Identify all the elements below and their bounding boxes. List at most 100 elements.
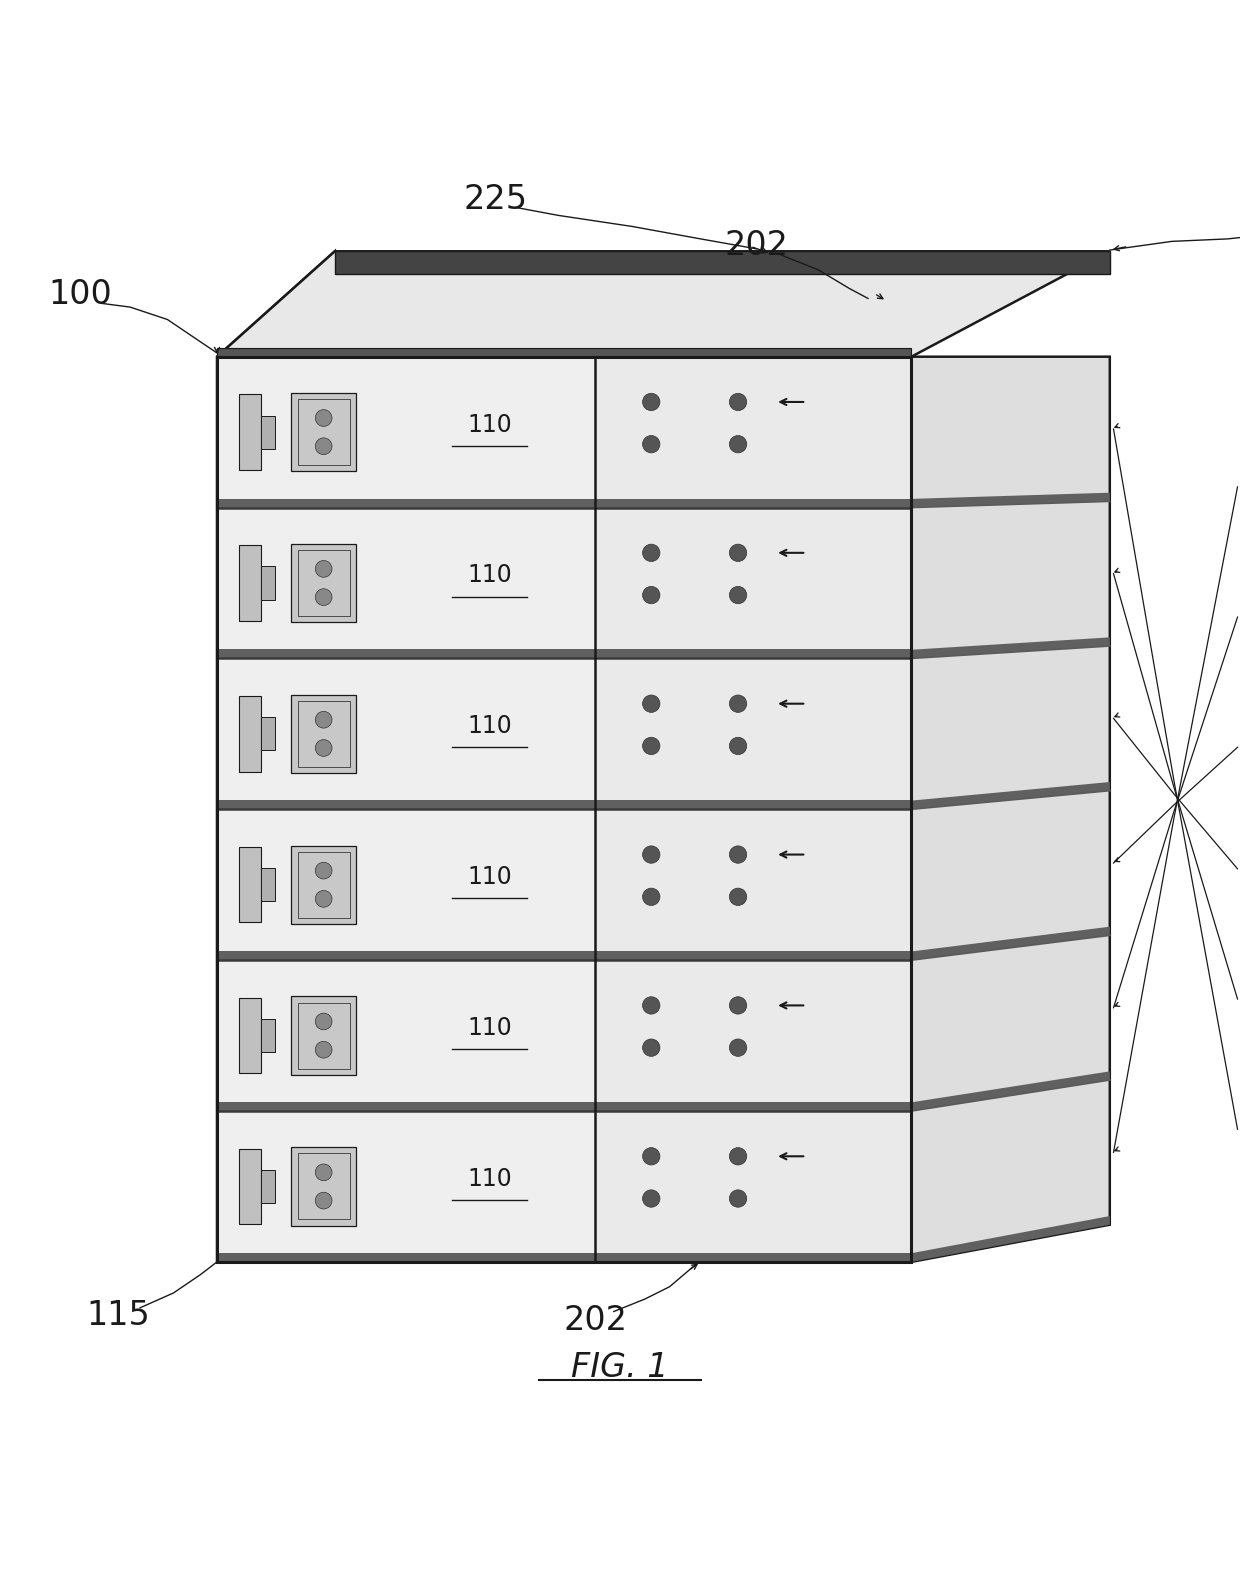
Circle shape — [642, 1147, 660, 1164]
Polygon shape — [911, 356, 1110, 1261]
Circle shape — [729, 394, 746, 411]
Polygon shape — [239, 847, 262, 923]
Circle shape — [642, 888, 660, 905]
Circle shape — [315, 410, 332, 427]
Polygon shape — [217, 659, 595, 810]
Circle shape — [315, 1164, 332, 1181]
Circle shape — [642, 436, 660, 453]
Circle shape — [729, 1189, 746, 1207]
Polygon shape — [911, 637, 1110, 659]
Polygon shape — [291, 392, 356, 471]
Circle shape — [315, 739, 332, 756]
Circle shape — [315, 1014, 332, 1029]
Polygon shape — [217, 356, 595, 507]
Circle shape — [315, 1192, 332, 1210]
Polygon shape — [911, 781, 1110, 810]
Polygon shape — [262, 416, 275, 449]
Circle shape — [315, 1042, 332, 1058]
Polygon shape — [911, 927, 1110, 960]
Circle shape — [642, 394, 660, 411]
Text: 101: 101 — [1235, 723, 1240, 772]
Circle shape — [729, 1147, 746, 1164]
Text: 101: 101 — [1235, 974, 1240, 1023]
Circle shape — [315, 560, 332, 577]
Circle shape — [729, 544, 746, 562]
Polygon shape — [217, 1111, 595, 1261]
Circle shape — [642, 1039, 660, 1056]
Polygon shape — [217, 810, 595, 960]
Polygon shape — [217, 800, 911, 810]
Polygon shape — [262, 717, 275, 750]
Circle shape — [642, 544, 660, 562]
Polygon shape — [239, 998, 262, 1073]
Circle shape — [729, 695, 746, 712]
Polygon shape — [217, 951, 911, 960]
Polygon shape — [217, 348, 911, 356]
Text: 101: 101 — [1235, 844, 1240, 893]
Text: 225: 225 — [464, 182, 528, 215]
Polygon shape — [239, 1149, 262, 1224]
Circle shape — [642, 587, 660, 604]
Polygon shape — [911, 493, 1110, 507]
Polygon shape — [239, 546, 262, 621]
Polygon shape — [335, 251, 1110, 273]
Polygon shape — [217, 960, 595, 1111]
Circle shape — [315, 438, 332, 455]
Polygon shape — [262, 566, 275, 599]
Text: 101: 101 — [1235, 593, 1240, 642]
Polygon shape — [262, 1170, 275, 1203]
Circle shape — [642, 846, 660, 863]
Polygon shape — [217, 251, 335, 1261]
Text: 202: 202 — [563, 1304, 627, 1337]
Polygon shape — [217, 507, 595, 659]
Circle shape — [729, 737, 746, 755]
Circle shape — [642, 996, 660, 1014]
Text: 110: 110 — [467, 714, 512, 739]
Text: 110: 110 — [467, 413, 512, 436]
Circle shape — [729, 996, 746, 1014]
Circle shape — [642, 737, 660, 755]
Polygon shape — [911, 1072, 1110, 1111]
Circle shape — [315, 863, 332, 879]
Polygon shape — [595, 659, 911, 810]
Polygon shape — [239, 697, 262, 772]
Text: 110: 110 — [467, 563, 512, 587]
Polygon shape — [217, 1254, 911, 1261]
Polygon shape — [291, 1147, 356, 1225]
Text: 115: 115 — [86, 1299, 150, 1332]
Polygon shape — [217, 499, 911, 507]
Polygon shape — [291, 846, 356, 924]
Circle shape — [729, 888, 746, 905]
Circle shape — [729, 436, 746, 453]
Polygon shape — [239, 394, 262, 469]
Text: 110: 110 — [467, 865, 512, 890]
Circle shape — [315, 588, 332, 606]
Polygon shape — [291, 544, 356, 623]
Text: 101: 101 — [1235, 463, 1240, 511]
Polygon shape — [595, 507, 911, 659]
Text: 110: 110 — [467, 1167, 512, 1191]
Polygon shape — [595, 810, 911, 960]
Polygon shape — [291, 996, 356, 1075]
Polygon shape — [217, 650, 911, 659]
Circle shape — [729, 587, 746, 604]
Circle shape — [315, 711, 332, 728]
Circle shape — [642, 695, 660, 712]
Polygon shape — [595, 960, 911, 1111]
Text: 101: 101 — [1235, 1105, 1240, 1153]
Polygon shape — [217, 251, 1110, 356]
Circle shape — [729, 846, 746, 863]
Text: 110: 110 — [467, 1017, 512, 1040]
Polygon shape — [262, 868, 275, 901]
Polygon shape — [217, 1101, 911, 1111]
Text: FIG. 1: FIG. 1 — [572, 1351, 668, 1384]
Circle shape — [642, 1189, 660, 1207]
Text: 202: 202 — [724, 229, 789, 262]
Polygon shape — [911, 1216, 1110, 1261]
Polygon shape — [595, 356, 911, 507]
Text: 100: 100 — [48, 278, 113, 311]
Polygon shape — [595, 1111, 911, 1261]
Polygon shape — [291, 695, 356, 774]
Polygon shape — [262, 1018, 275, 1053]
Circle shape — [315, 891, 332, 907]
